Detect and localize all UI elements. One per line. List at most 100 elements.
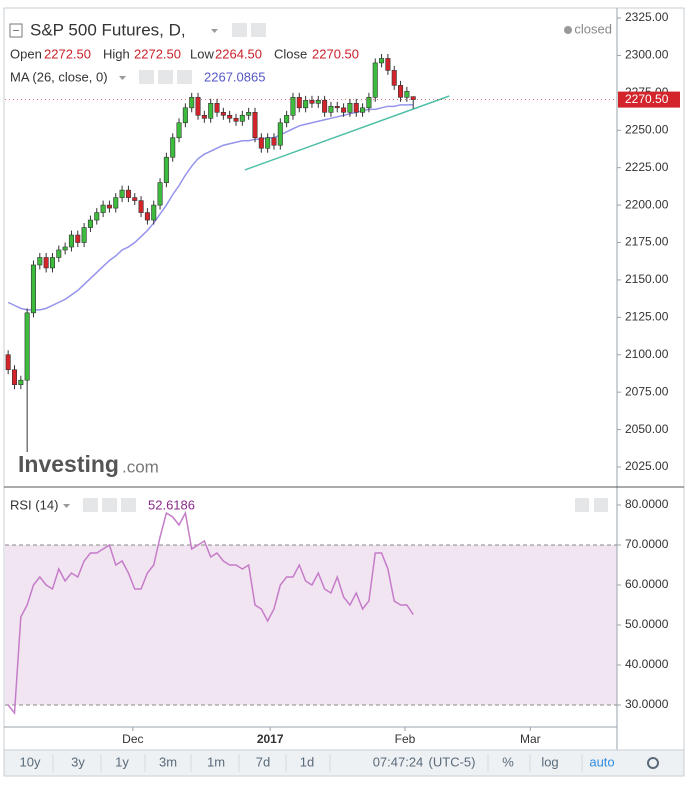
y-tick-label: 80.0000 [625, 497, 669, 511]
market-status: closed [574, 21, 612, 36]
candle-body [315, 100, 321, 104]
watermark: Investing [18, 451, 119, 477]
candle-body [100, 204, 106, 213]
candle-body [87, 219, 93, 228]
plot [5, 53, 617, 715]
candle-body [404, 91, 410, 98]
candle-body [379, 58, 385, 64]
legend-value: 2264.50 [215, 46, 262, 61]
candle-body [18, 379, 24, 385]
candle-body [176, 122, 182, 139]
candle-body [410, 96, 416, 100]
range-button[interactable]: 3m [159, 754, 177, 769]
range-button[interactable]: 3y [71, 754, 85, 769]
dropdown[interactable] [63, 504, 70, 508]
option-button[interactable]: log [541, 754, 558, 769]
candle-body [391, 70, 397, 86]
series-line [7, 103, 414, 311]
candle-body [341, 107, 347, 113]
icon[interactable] [575, 498, 589, 512]
candle-body [252, 112, 258, 139]
candle-body [68, 234, 74, 248]
option-button[interactable]: auto [589, 754, 614, 769]
range-button[interactable]: 1y [115, 754, 129, 769]
y-tick-label: 2225.00 [625, 160, 669, 174]
candle-body [11, 369, 18, 385]
x-tick-label: Mar [520, 732, 541, 746]
y-tick-label: 2325.00 [625, 10, 669, 24]
icon[interactable] [594, 498, 608, 512]
y-tick-label: 30.0000 [625, 697, 669, 711]
last-price-box [618, 91, 680, 108]
range-button[interactable]: 1d [300, 754, 314, 769]
candle-body [144, 212, 150, 221]
indicator-name: MA (26, close, 0) [10, 69, 108, 84]
icon[interactable] [232, 23, 247, 37]
y-tick-label: 2050.00 [625, 422, 669, 436]
candle-body [132, 197, 138, 201]
candle-body [81, 227, 87, 243]
candle-body [208, 103, 214, 119]
icon[interactable] [139, 70, 154, 84]
range-button[interactable]: 1m [207, 754, 225, 769]
legend-value: 2270.50 [312, 46, 359, 61]
series-line [7, 510, 414, 715]
settings-icon[interactable] [647, 757, 659, 769]
candle-body [182, 107, 188, 124]
range-button[interactable]: 10y [20, 754, 41, 769]
y-tick-label: 60.0000 [625, 577, 669, 591]
indicator-value: 52.6186 [148, 497, 195, 512]
indicator-value: 2267.0865 [204, 69, 265, 84]
trendline [244, 95, 450, 171]
icon[interactable] [121, 498, 136, 512]
toolbar-items: 10y 3y 1y 3m 1m 7d 1d% log auto [20, 754, 615, 772]
icon[interactable] [9, 23, 23, 38]
candle-body [296, 97, 302, 109]
candle-body [56, 249, 62, 258]
icon[interactable] [158, 70, 173, 84]
range-button[interactable]: 7d [256, 754, 270, 769]
candle-body [271, 137, 277, 146]
candle-body [309, 100, 315, 104]
option-button[interactable]: % [502, 754, 514, 769]
y-tick-label: 2250.00 [625, 122, 669, 136]
candle-body [277, 122, 283, 146]
toolbar [3, 749, 685, 777]
candle-body [24, 312, 30, 381]
candle-body [385, 58, 391, 71]
candle-body [233, 117, 239, 122]
candle-body [75, 234, 81, 243]
timezone[interactable]: (UTC-5) [429, 754, 476, 769]
y-tick-label: 2200.00 [625, 197, 669, 211]
last-price-label: 2270.50 [625, 92, 669, 106]
candle-body [303, 100, 309, 109]
candle-body [94, 212, 100, 221]
dropdown[interactable] [211, 29, 218, 33]
icon[interactable] [177, 70, 192, 84]
y-tick-label: 2025.00 [625, 459, 669, 473]
y-tick-label: 2150.00 [625, 272, 669, 286]
candle-body [227, 115, 233, 119]
icon[interactable] [102, 498, 117, 512]
x-tick-label: Dec [122, 732, 143, 746]
candle-body [43, 257, 49, 269]
x-tick-label: Feb [395, 732, 416, 746]
dropdown[interactable] [119, 76, 126, 80]
candle-body [201, 115, 207, 119]
indicator-name: RSI (14) [10, 497, 58, 512]
candle-body [138, 200, 144, 213]
x-tick-label: 2017 [257, 732, 284, 746]
candle-body [195, 97, 201, 116]
candle-body [372, 62, 378, 98]
y-tick-label: 2175.00 [625, 235, 669, 249]
y-tick-label: 2300.00 [625, 48, 669, 62]
icon[interactable] [83, 498, 98, 512]
candle-body [5, 354, 11, 371]
candle-body [347, 103, 353, 113]
legend-label: Close [274, 46, 307, 61]
icon[interactable] [251, 23, 266, 37]
legend-label: Low [190, 46, 214, 61]
candle-body [189, 97, 195, 109]
chart-title: S&P 500 Futures, D, [30, 20, 186, 39]
